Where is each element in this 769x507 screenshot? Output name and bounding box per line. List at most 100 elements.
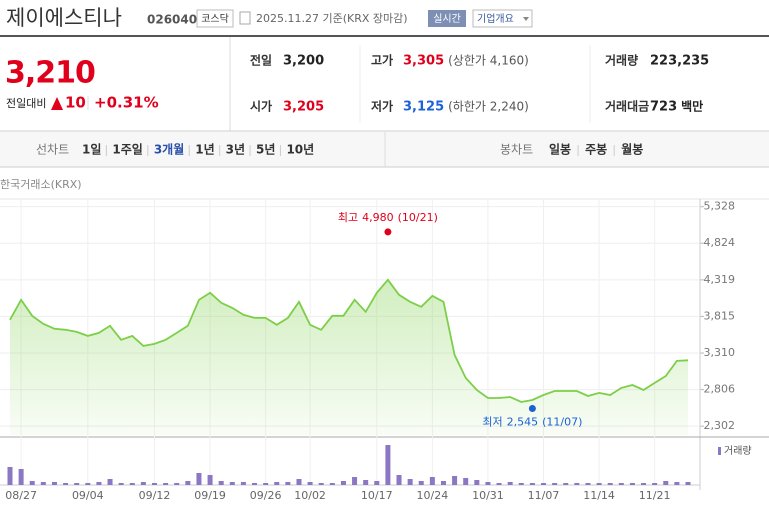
field-value: 3,125 [403,100,444,115]
line-chart-tab: 선차트 [36,143,69,157]
volume-bar [163,483,169,485]
volume-bar [563,483,569,485]
volume-bar [196,473,202,485]
volume-bar [529,483,535,485]
volume-bar [318,483,324,485]
volume-bar [552,483,558,485]
stock-name: 제이에스티나 [6,6,122,30]
field-value: 223,235 [650,54,709,69]
volume-bar [29,481,35,485]
field-label: 시가 [250,99,272,114]
y-tick-label: 3,815 [704,309,736,322]
field-label: 거래량 [605,53,638,68]
volume-bar [296,479,302,485]
calendar-icon [239,11,251,25]
candle-tab[interactable]: 주봉 [585,143,607,157]
x-tick-label: 11/14 [583,489,615,502]
volume-bar [274,482,280,485]
candle-tab[interactable]: 월봉 [621,142,643,157]
volume-bar [140,482,146,485]
volume-bar [629,483,635,485]
candle-chart-tab: 봉차트 [500,143,533,157]
x-tick-label: 11/21 [639,489,671,502]
volume-bar [85,483,91,485]
volume-bar [96,482,102,485]
volume-bar [240,482,246,485]
volume-bar [263,483,269,485]
change: 10 [65,94,86,112]
x-tick-label: 10/17 [361,489,393,502]
volume-bar [40,482,46,485]
overview-button[interactable] [472,9,533,28]
period-tab[interactable]: 5년 [256,143,275,157]
volume-bar [440,481,446,485]
field-extra: (상한가 4,160) [448,54,529,68]
volume-bar [463,478,469,485]
volume-bar [307,482,313,485]
period-tab[interactable]: 3년 [226,143,245,157]
field-value: 723 [650,100,677,115]
period-tab[interactable]: 1주일 [112,143,142,157]
realtime-badge[interactable] [428,10,466,27]
field-unit: 백만 [681,99,703,114]
extreme-dot [528,405,536,413]
period-tab[interactable]: 1일 [82,143,101,157]
volume-bar [685,482,691,485]
annotation-date: (10/21) [398,211,438,224]
y-tick-label: 5,328 [704,200,736,213]
period-tab[interactable]: 1년 [195,143,214,157]
volume-bar [218,481,224,485]
volume-bar [7,467,13,485]
volume-bar [585,483,591,485]
y-tick-label: 2,806 [704,383,736,396]
volume-bar [329,483,335,485]
volume-bar [151,483,157,485]
volume-bar [652,483,658,485]
volume-bar [452,476,458,485]
volume-bar [663,481,669,485]
overview: 기업개요 [477,12,514,25]
volume-bar [418,481,424,485]
y-tick-label: 2,302 [704,419,736,432]
field-label: 전일 [250,53,272,68]
volume-bar [541,483,547,485]
field-value: 3,200 [283,54,324,69]
volume-bar [607,483,613,485]
annotation-value: 4,980 [362,211,394,224]
period-tab[interactable]: 10년 [286,143,314,157]
market-badge [196,9,234,28]
y-tick-label: 4,319 [704,273,736,286]
volume-bar [229,482,235,485]
source: 한국거래소(KRX) [0,178,82,191]
x-tick-label: 10/31 [472,489,504,502]
volume-bar [385,445,391,485]
legend-swatch [718,447,721,455]
change-pct: +0.31% [94,94,159,112]
volume-bar [18,469,24,485]
x-tick-label: 09/04 [72,489,104,502]
volume-bar [174,483,180,485]
annotation-label: 최고 [338,211,358,224]
period-tab[interactable]: 3개월 [154,142,184,157]
annotation-value: 2,545 [507,416,539,429]
candle-tab[interactable]: 일봉 [549,143,571,157]
field-label: 저가 [371,99,393,114]
field-label: 거래대금 [605,99,649,114]
volume-bar [674,482,680,485]
volume-bar [474,480,480,485]
extreme-dot [384,228,392,236]
realtime: 실시간 [433,13,461,25]
date: 2025.11.27 기준(KRX 장마감) [256,12,408,25]
annotation-label: 최저 [482,416,502,429]
field-extra: (하한가 2,240) [448,100,529,114]
volume-bar [396,475,402,485]
volume-bar [207,475,213,485]
y-tick-label: 3,310 [704,346,736,359]
volume-bar [285,482,291,485]
volume-bar [507,482,513,485]
volume-bar [185,481,191,485]
x-tick-label: 09/19 [194,489,226,502]
volume-bar [352,477,358,485]
volume-bar [518,483,524,485]
